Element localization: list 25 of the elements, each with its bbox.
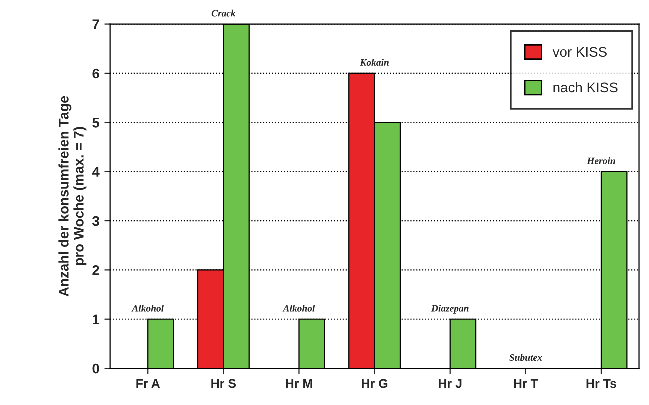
x-tick-label: Hr Ts <box>586 379 616 388</box>
y-tick-label: 2 <box>92 266 100 276</box>
x-tick-label: Hr G <box>362 379 388 388</box>
annotation: Diazepan <box>431 305 469 314</box>
y-tick-label: 3 <box>92 216 100 226</box>
x-tick-label: Fr A <box>136 379 160 388</box>
y-tick-label: 6 <box>92 68 100 79</box>
annotation: Alkohol <box>132 305 164 312</box>
x-tick-label: Hr T <box>514 379 538 388</box>
annotation: Subutex <box>510 354 542 362</box>
annotation: Crack <box>212 10 236 17</box>
legend-label: nach KISS <box>554 82 618 93</box>
y-tick-label: 4 <box>92 167 100 177</box>
y-tick-label: 0 <box>92 364 100 374</box>
annotation: Heroin <box>587 157 616 164</box>
annotation: Alkohol <box>282 305 316 312</box>
annotation: Kokain <box>360 59 389 66</box>
x-tick-label: Hr J <box>439 379 462 388</box>
x-tick-label: Hr M <box>286 379 312 388</box>
y-axis-title: Anzahl der konsumfreien Tage pro Woche (max. = 7) <box>58 96 87 297</box>
x-tick-label: Hr S <box>212 379 236 388</box>
y-tick-label: 5 <box>92 118 100 128</box>
y-tick-label: 1 <box>93 314 100 324</box>
y-tick-label: 7 <box>92 20 100 30</box>
legend-label: vor KISS <box>552 47 607 58</box>
